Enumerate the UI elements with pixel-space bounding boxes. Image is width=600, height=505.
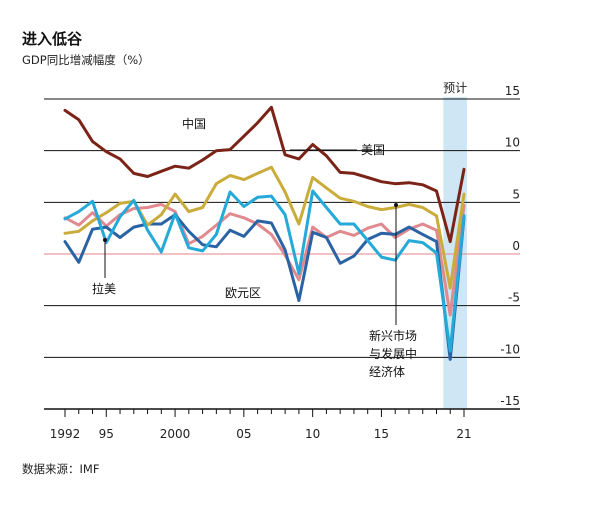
- y-tick-label: 5: [512, 187, 520, 201]
- y-tick-label: 10: [505, 136, 520, 150]
- annotation-china: 中国: [182, 116, 206, 131]
- y-tick-label: 0: [512, 239, 520, 253]
- annotation-usa: 美国: [361, 143, 385, 157]
- data-source: 数据来源：IMF: [22, 462, 100, 476]
- forecast-label: 预计: [443, 81, 467, 95]
- y-tick-label: 15: [505, 84, 520, 98]
- series-line-usa: [63, 202, 466, 317]
- x-tick-label: 15: [374, 427, 389, 441]
- annotation-emerging: 经济体: [369, 364, 405, 379]
- x-tick-label: 05: [236, 427, 251, 441]
- annotation-dot-emerging: [394, 203, 398, 207]
- series-line-china: [63, 105, 466, 244]
- series-line-euro: [63, 213, 466, 361]
- y-tick-label: -15: [500, 394, 520, 408]
- series-layer: [63, 105, 466, 361]
- x-tick-label: 21: [456, 427, 471, 441]
- x-tick-label: 2000: [160, 427, 191, 441]
- chart-title: 进入低谷: [22, 30, 83, 48]
- annotation-dot-latam: [103, 238, 107, 242]
- annotation-latam: 拉美: [92, 281, 116, 296]
- chart-subtitle: GDP同比增减幅度（%）: [22, 53, 150, 67]
- x-tick-label: 95: [99, 427, 114, 441]
- annotation-emerging: 新兴市场: [369, 328, 417, 343]
- y-tick-label: -5: [508, 291, 520, 305]
- y-tick-label: -10: [500, 342, 520, 356]
- x-tick-labels: 1992 95 2000 05 10 15 21: [50, 409, 472, 441]
- annotation-euro: 欧元区: [225, 286, 261, 300]
- x-tick-label: 10: [305, 427, 320, 441]
- annotation-emerging: 与发展中: [369, 346, 417, 361]
- series-line-latam: [63, 189, 466, 353]
- x-tick-label: 1992: [50, 427, 81, 441]
- y-tick-labels: 15 10 5 0 -5 -10 -15: [500, 84, 520, 408]
